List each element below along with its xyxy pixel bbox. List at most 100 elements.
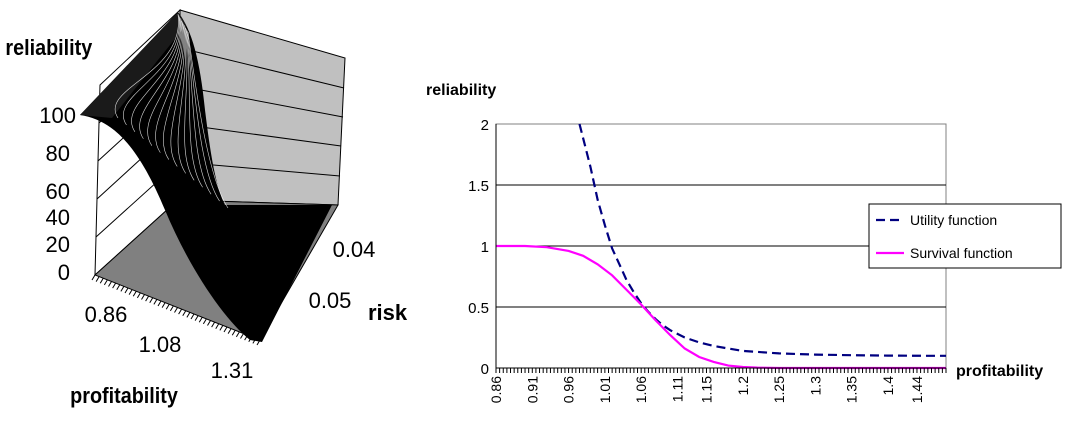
surface-x-tickmark xyxy=(244,334,249,341)
x-tick-label: 1.06 xyxy=(633,376,649,403)
surface-x-tickmark xyxy=(141,294,145,300)
surface-z-tick-label: 80 xyxy=(46,141,70,166)
y-tick-label: 0.5 xyxy=(468,300,489,317)
surface-z-tick-label: 60 xyxy=(46,179,70,204)
surface-x-tick-label: 1.31 xyxy=(211,358,254,383)
surface-x-tickmark xyxy=(124,287,129,294)
surface-x-tickmark xyxy=(211,321,216,328)
surface-x-tickmark xyxy=(178,308,183,315)
surface-x-tickmark xyxy=(194,315,199,321)
surface-x-tickmark xyxy=(108,281,112,287)
x-tick-label: 1.44 xyxy=(909,376,925,403)
surface-x-tick-label: 0.86 xyxy=(85,302,128,327)
surface-x-tickmark xyxy=(256,339,261,346)
x-tick-label: 1.2 xyxy=(735,376,751,396)
surface-x-tickmark xyxy=(161,302,166,308)
mesh-line xyxy=(163,22,184,160)
y-tick-label: 1 xyxy=(481,239,489,256)
surface-y-axis-title: risk xyxy=(368,300,408,325)
surface-z-tick-label: 100 xyxy=(39,103,76,128)
mesh-line xyxy=(187,31,229,209)
surface-x-tickmark xyxy=(153,299,158,305)
surface-z-ticks: 100 80 60 40 20 0 xyxy=(39,103,76,285)
surface-x-tickmark xyxy=(99,277,104,284)
mesh-line xyxy=(177,25,186,174)
surface-x-tickmark xyxy=(112,282,117,289)
y-tick-label: 1.5 xyxy=(468,178,489,195)
mesh-line xyxy=(184,26,195,181)
mesh-line xyxy=(186,30,220,202)
mesh-line xyxy=(155,20,184,153)
series-utility-line xyxy=(578,123,946,357)
mesh-line xyxy=(185,27,203,188)
legend-label-utility: Utility function xyxy=(910,212,997,228)
surface-mesh xyxy=(80,12,332,342)
x-tick-label: 0.91 xyxy=(524,376,540,403)
surface-z-tick-label: 20 xyxy=(46,232,70,257)
surface-x-ticks: 0.86 1.08 1.31 xyxy=(85,302,254,383)
surface-x-tickmark xyxy=(227,328,232,334)
surface-x-tickmark xyxy=(198,316,203,323)
x-tick-label: 1.11 xyxy=(669,376,685,402)
mesh-line xyxy=(131,16,181,133)
surface-y-tick-label: 0.04 xyxy=(333,237,376,262)
surface-peak xyxy=(80,12,186,118)
surface-x-tickmark xyxy=(103,279,108,286)
x-tick-label: 1.3 xyxy=(807,376,823,396)
surface-x-tickmark xyxy=(248,336,253,343)
surface-x-tickmark xyxy=(219,325,224,331)
surface-x-tickmark xyxy=(136,292,141,299)
surface-x-tickmark xyxy=(174,307,178,313)
x-tick-label: 1.25 xyxy=(771,376,787,403)
surface-y-ticks: 0.05 0.04 xyxy=(309,237,376,313)
x-tick-label: 1.15 xyxy=(698,376,714,403)
surface-x-tickmark xyxy=(231,329,236,336)
surface-x-tickmark xyxy=(91,274,96,281)
surface-x-tickmark xyxy=(116,284,121,291)
line-chart: 0 0.5 1 1.5 2 0.86 0.91 0.96 1.01 1.06 1.11 1.… xyxy=(426,82,1062,403)
surface-x-tickmark xyxy=(190,313,195,320)
surface-x-tickmark xyxy=(240,333,244,339)
mesh-line xyxy=(139,18,182,139)
mesh-line xyxy=(147,19,183,146)
surface-z-tick-label: 40 xyxy=(46,205,70,230)
legend-label-survival: Survival function xyxy=(910,245,1013,261)
surface-x-axis-title: profitability xyxy=(70,384,178,408)
mesh-line xyxy=(114,13,179,119)
x-tick-label: 1.35 xyxy=(844,376,860,403)
mesh-line xyxy=(186,29,212,195)
x-tick-label: 1.4 xyxy=(880,376,896,396)
surface-x-tickmark xyxy=(186,312,191,318)
surface-x-tickmark xyxy=(182,310,187,317)
surface-x-tickmark xyxy=(149,297,154,304)
x-tick-label: 0.86 xyxy=(488,376,504,403)
surface-z-axis-title: reliability xyxy=(5,36,92,60)
surface-x-tickmark xyxy=(145,295,150,302)
surface-x-tickmark xyxy=(215,323,220,330)
surface-z-tick-label: 0 xyxy=(58,260,70,285)
surface-x-tickmarks xyxy=(91,274,261,346)
surface-x-tickmark xyxy=(132,290,137,297)
mesh-line xyxy=(123,15,180,126)
surface-x-tickmark xyxy=(169,305,174,312)
y-axis-title: reliability xyxy=(426,82,496,99)
surface-x-tickmark xyxy=(128,289,133,295)
surface-chart: 100 80 60 40 20 0 0.86 1.08 1.31 0.05 0.… xyxy=(5,8,408,408)
surface-x-tickmark xyxy=(223,326,228,333)
legend-box xyxy=(868,203,1062,269)
surface-mesh-lines xyxy=(114,13,229,209)
legend: Utility function Survival function xyxy=(868,203,1062,269)
surface-x-tickmark xyxy=(95,276,100,282)
surface-x-tickmark xyxy=(207,320,211,326)
x-ticks: 0.86 0.91 0.96 1.01 1.06 1.11 1.15 1.2 1.25 1.3 1.… xyxy=(488,376,925,403)
y-tick-label: 2 xyxy=(481,117,489,134)
x-tick-label: 0.96 xyxy=(561,376,577,403)
surface-x-tickmark xyxy=(235,331,240,338)
surface-x-tickmark xyxy=(120,286,125,292)
y-ticks: 0 0.5 1 1.5 2 xyxy=(468,117,489,378)
y-tick-label: 0 xyxy=(481,361,489,378)
surface-x-tickmark xyxy=(202,318,207,325)
surface-x-tickmark xyxy=(165,303,170,310)
mesh-line xyxy=(170,23,185,167)
